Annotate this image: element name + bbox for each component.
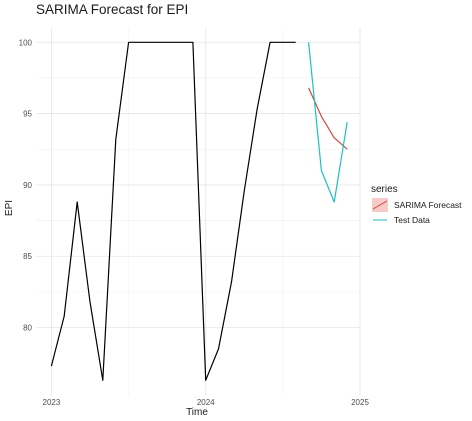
history-line [50, 41, 296, 381]
y-tick-label: 95 [23, 110, 32, 119]
legend: series SARIMA Forecast Test Data [371, 184, 462, 225]
y-tick-labels: 80 85 90 95 100 [19, 38, 33, 332]
x-tick-labels: 2023 2024 2025 [43, 398, 370, 407]
y-tick-label: 80 [23, 324, 32, 333]
x-tick-label: 2025 [351, 398, 369, 407]
legend-label-test-data: Test Data [394, 215, 430, 225]
y-tick-label: 90 [23, 181, 32, 190]
y-tick-label: 100 [19, 38, 33, 47]
y-axis-label: EPI [4, 200, 15, 216]
x-axis-label: Time [186, 407, 208, 418]
x-tick-label: 2023 [43, 398, 61, 407]
test-data-line [308, 42, 348, 203]
x-tick-label: 2024 [197, 398, 215, 407]
chart-title: SARIMA Forecast for EPI [36, 2, 188, 17]
legend-key-sarima-forecast [372, 200, 388, 210]
y-tick-label: 85 [23, 252, 32, 261]
grid [36, 28, 361, 396]
data-lines [50, 41, 348, 381]
legend-title: series [371, 184, 398, 195]
legend-label-sarima-forecast: SARIMA Forecast [394, 200, 462, 210]
